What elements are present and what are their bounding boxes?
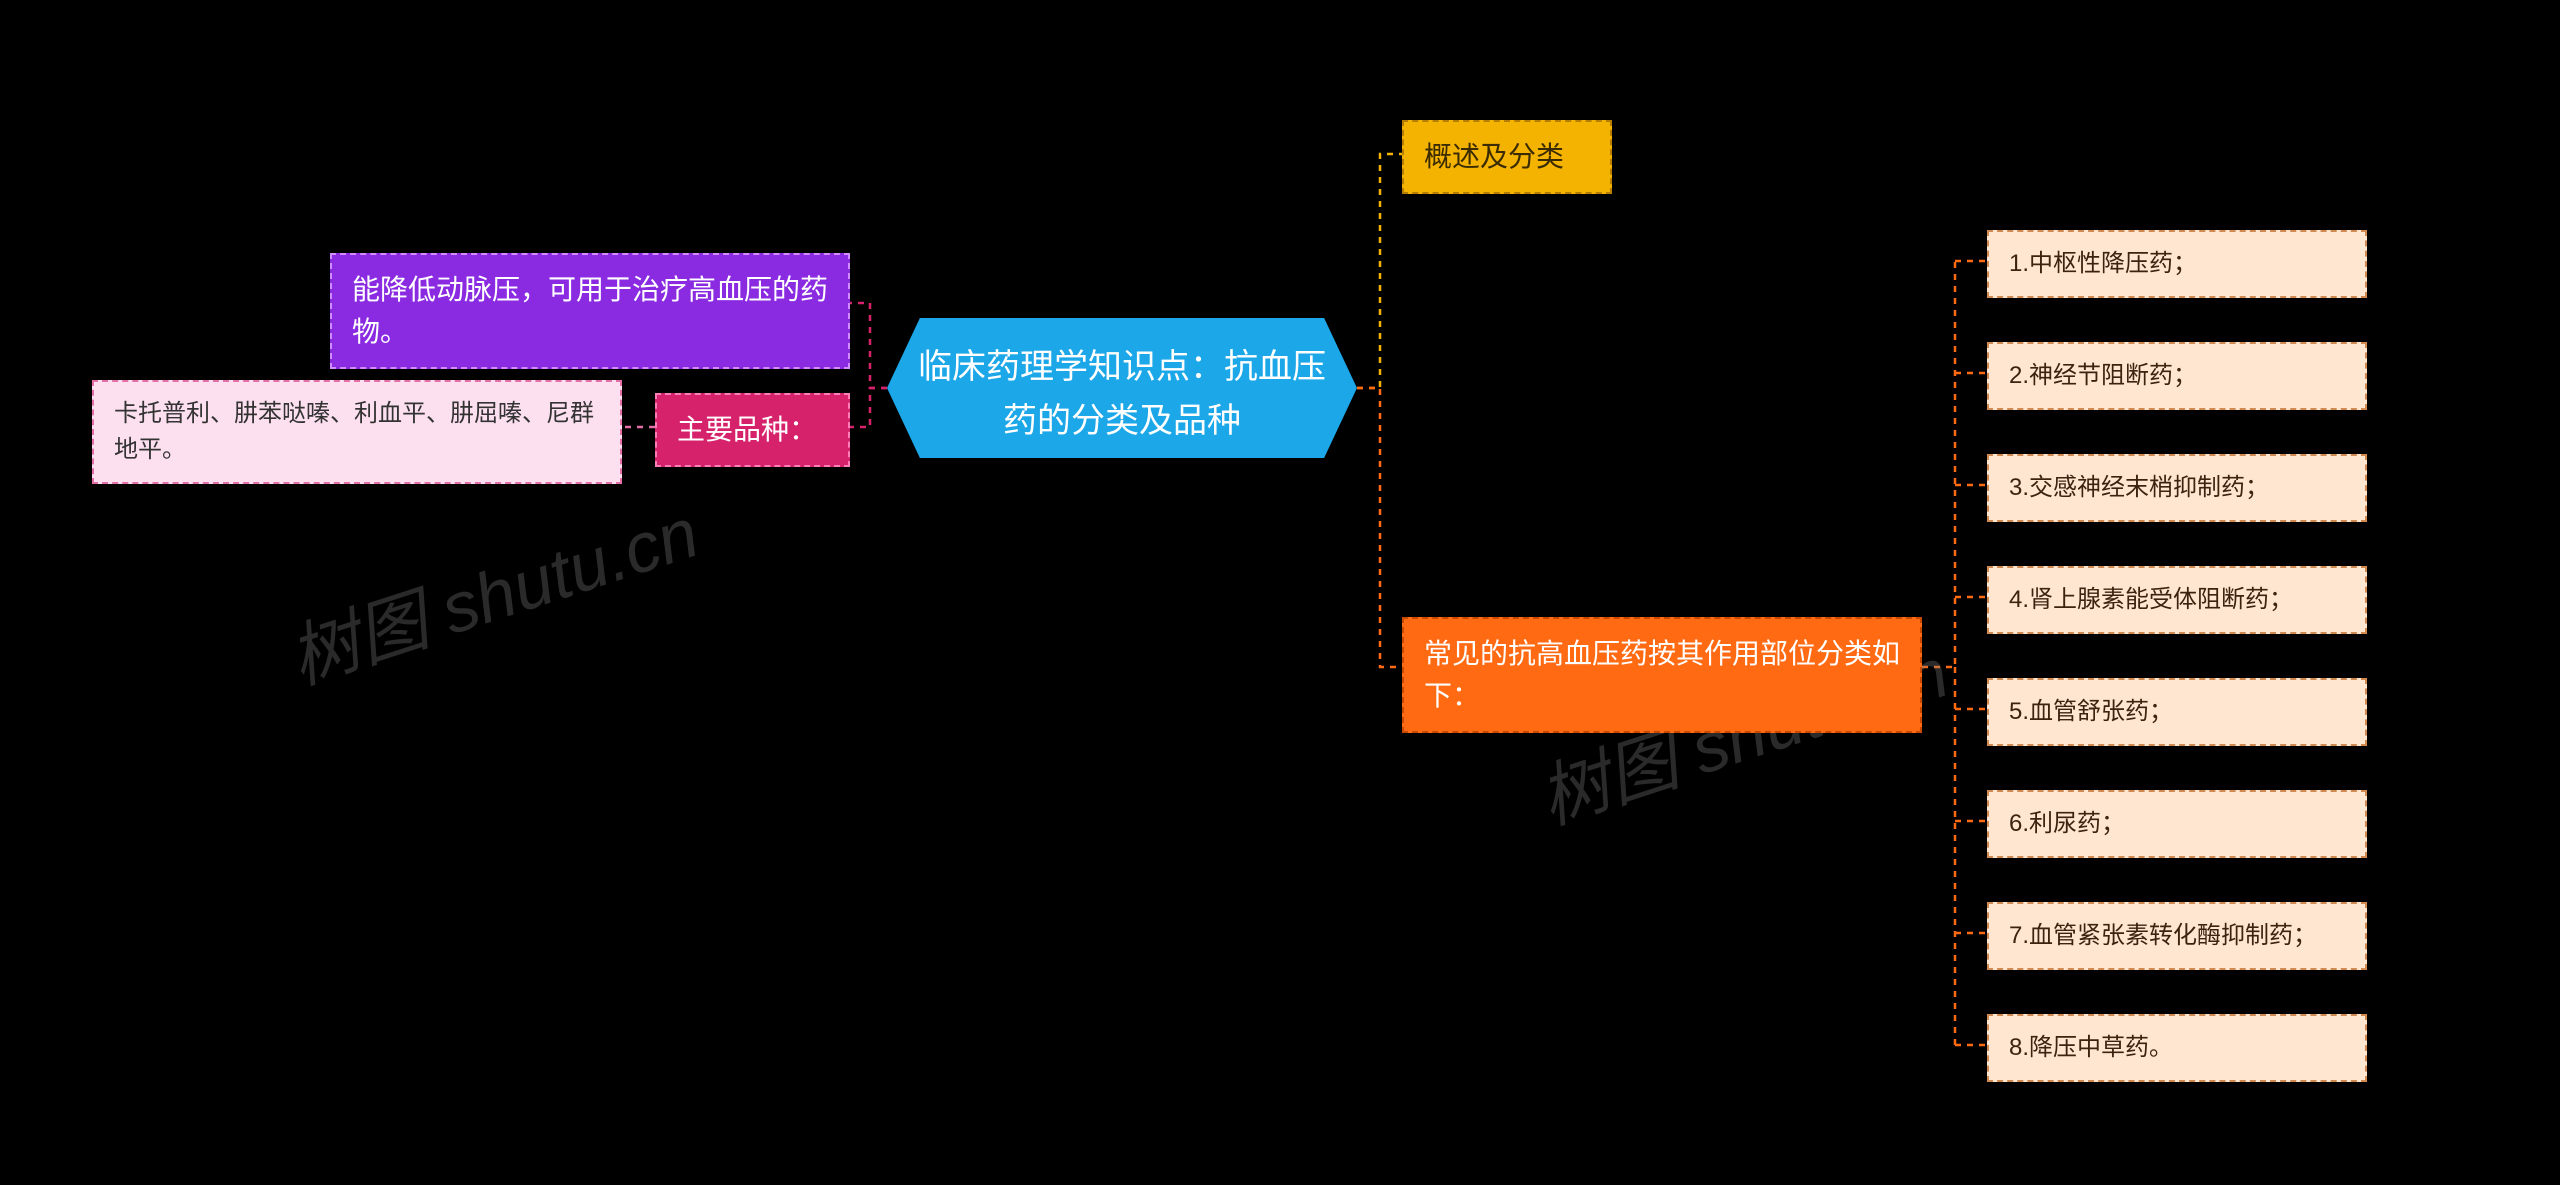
leaf-label: 8.降压中草药。 [2009, 1034, 2173, 1061]
root-node[interactable]: 临床药理学知识点：抗血压药的分类及品种 [887, 318, 1357, 458]
edge-leaves-trunk [1922, 261, 1955, 1045]
leaf-node[interactable]: 3.交感神经末梢抑制药； [1987, 454, 2367, 522]
edge-root-right2 [1357, 388, 1402, 667]
node-definition[interactable]: 能降低动脉压，可用于治疗高血压的药物。 [330, 253, 850, 369]
root-label: 临床药理学知识点：抗血压药的分类及品种 [918, 348, 1326, 440]
leaf-node[interactable]: 2.神经节阻断药； [1987, 342, 2367, 410]
node-varieties-list[interactable]: 卡托普利、肼苯哒嗪、利血平、肼屈嗪、尼群地平。 [92, 380, 622, 484]
leaf-node[interactable]: 5.血管舒张药； [1987, 678, 2367, 746]
leaf-label: 2.神经节阻断药； [2009, 362, 2197, 389]
leaf-label: 1.中枢性降压药； [2009, 250, 2197, 277]
node-label: 能降低动脉压，可用于治疗高血压的药物。 [352, 274, 828, 347]
leaf-label: 6.利尿药； [2009, 810, 2125, 837]
leaf-node[interactable]: 7.血管紧张素转化酶抑制药； [1987, 902, 2367, 970]
node-label: 主要品种： [677, 414, 817, 445]
node-label: 常见的抗高血压药按其作用部位分类如下： [1424, 638, 1900, 711]
leaf-node[interactable]: 6.利尿药； [1987, 790, 2367, 858]
node-overview[interactable]: 概述及分类 [1402, 120, 1612, 194]
leaf-label: 3.交感神经末梢抑制药； [2009, 474, 2269, 501]
edge-root-left2 [850, 388, 887, 427]
leaf-label: 4.肾上腺素能受体阻断药； [2009, 586, 2293, 613]
edge-root-left1 [850, 303, 887, 388]
leaf-label: 5.血管舒张药； [2009, 698, 2173, 725]
leaf-label: 7.血管紧张素转化酶抑制药； [2009, 922, 2317, 949]
node-varieties[interactable]: 主要品种： [655, 393, 850, 467]
leaf-node[interactable]: 4.肾上腺素能受体阻断药； [1987, 566, 2367, 634]
node-label: 卡托普利、肼苯哒嗪、利血平、肼屈嗪、尼群地平。 [114, 400, 594, 463]
leaf-node[interactable]: 1.中枢性降压药； [1987, 230, 2367, 298]
edge-root-right1 [1357, 154, 1402, 388]
mindmap-canvas: 树图 shutu.cn 树图 shutu.cn 临床药理学知识点：抗血压药的分类… [0, 0, 2560, 1185]
node-classification[interactable]: 常见的抗高血压药按其作用部位分类如下： [1402, 617, 1922, 733]
leaf-node[interactable]: 8.降压中草药。 [1987, 1014, 2367, 1082]
node-label: 概述及分类 [1424, 141, 1564, 172]
watermark: 树图 shutu.cn [275, 477, 710, 704]
